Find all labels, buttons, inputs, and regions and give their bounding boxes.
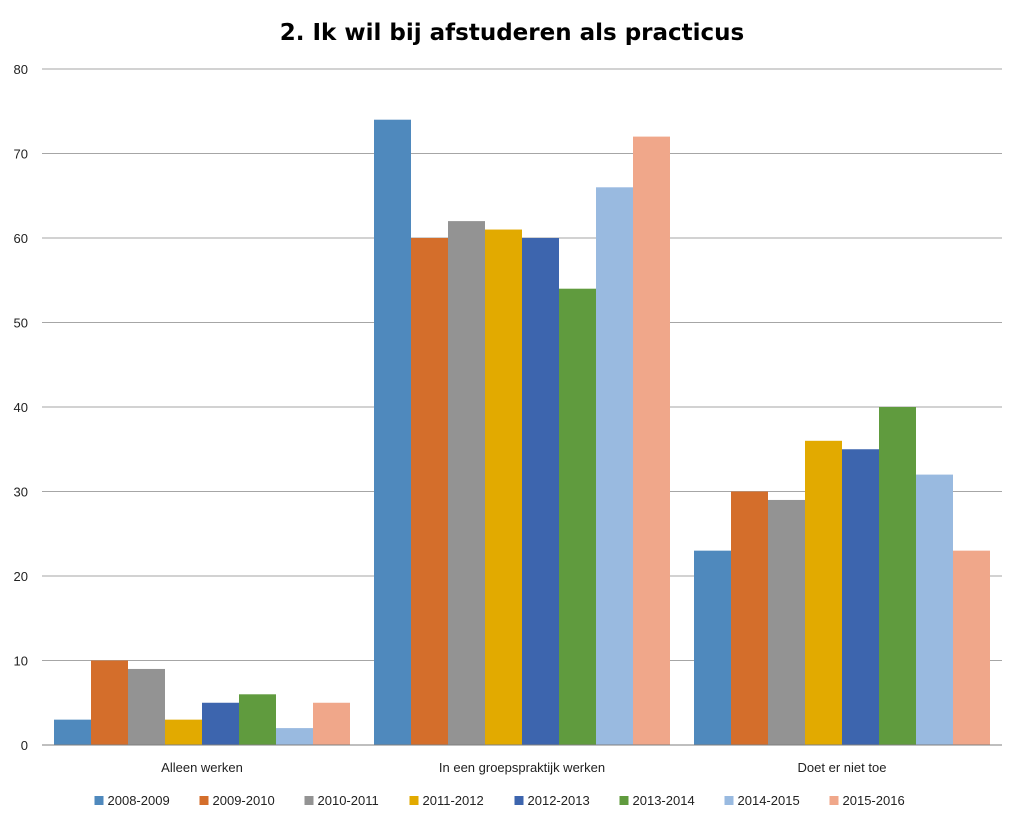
- y-tick-label: 40: [14, 400, 28, 415]
- y-tick-label: 20: [14, 569, 28, 584]
- legend: 2008-2009 2009-2010 2010-2011 2011-2012 2012…: [94, 793, 905, 808]
- bar: [916, 474, 953, 745]
- legend-label: 2014-2015: [738, 793, 800, 808]
- bar: [276, 728, 313, 745]
- bar: [694, 550, 731, 745]
- bar: [128, 668, 165, 745]
- bar: [522, 238, 559, 745]
- x-category-label: Alleen werken: [161, 760, 243, 775]
- bar: [596, 187, 633, 746]
- legend-swatch: [409, 796, 419, 805]
- x-category-label: Doet er niet toe: [798, 760, 887, 775]
- legend-label: 2012-2013: [528, 793, 590, 808]
- legend-swatch: [829, 796, 839, 805]
- x-axis-categories: Alleen werken In een groepspraktijk werke…: [161, 760, 886, 775]
- y-tick-label: 0: [21, 738, 28, 753]
- bar: [202, 702, 239, 745]
- bar: [768, 499, 805, 745]
- bar: [54, 719, 91, 745]
- y-tick-label: 60: [14, 231, 28, 246]
- legend-label: 2010-2011: [318, 793, 379, 808]
- bar: [842, 449, 879, 745]
- legend-label: 2008-2009: [108, 793, 170, 808]
- bar: [731, 491, 768, 745]
- legend-label: 2013-2014: [633, 793, 695, 808]
- legend-swatch: [619, 796, 629, 805]
- bar: [374, 119, 411, 745]
- bar: [879, 407, 916, 745]
- y-tick-label: 10: [14, 654, 28, 669]
- y-tick-label: 80: [14, 62, 28, 77]
- bar: [559, 288, 596, 745]
- bar: [313, 702, 350, 745]
- legend-swatch: [94, 796, 104, 805]
- legend-swatch: [724, 796, 734, 805]
- bars: [54, 119, 990, 746]
- x-category-label: In een groepspraktijk werken: [439, 760, 605, 775]
- legend-label: 2015-2016: [843, 793, 905, 808]
- y-tick-label: 70: [14, 147, 28, 162]
- bar: [165, 719, 202, 745]
- legend-swatch: [304, 796, 314, 805]
- bar: [91, 660, 128, 745]
- bar: [633, 136, 670, 746]
- bar: [953, 550, 990, 745]
- bar: [411, 238, 448, 745]
- chart-title: 2. Ik wil bij afstuderen als practicus: [280, 20, 744, 46]
- legend-label: 2009-2010: [213, 793, 275, 808]
- y-tick-label: 50: [14, 316, 28, 331]
- y-tick-label: 30: [14, 485, 28, 500]
- y-axis-ticks: 0 10 20 30 40 50 60 70 80: [14, 62, 28, 753]
- bar: [805, 440, 842, 745]
- legend-swatch: [514, 796, 524, 805]
- bar: [448, 221, 485, 746]
- bar: [485, 229, 522, 746]
- legend-swatch: [199, 796, 209, 805]
- legend-label: 2011-2012: [423, 793, 484, 808]
- bar: [239, 694, 276, 745]
